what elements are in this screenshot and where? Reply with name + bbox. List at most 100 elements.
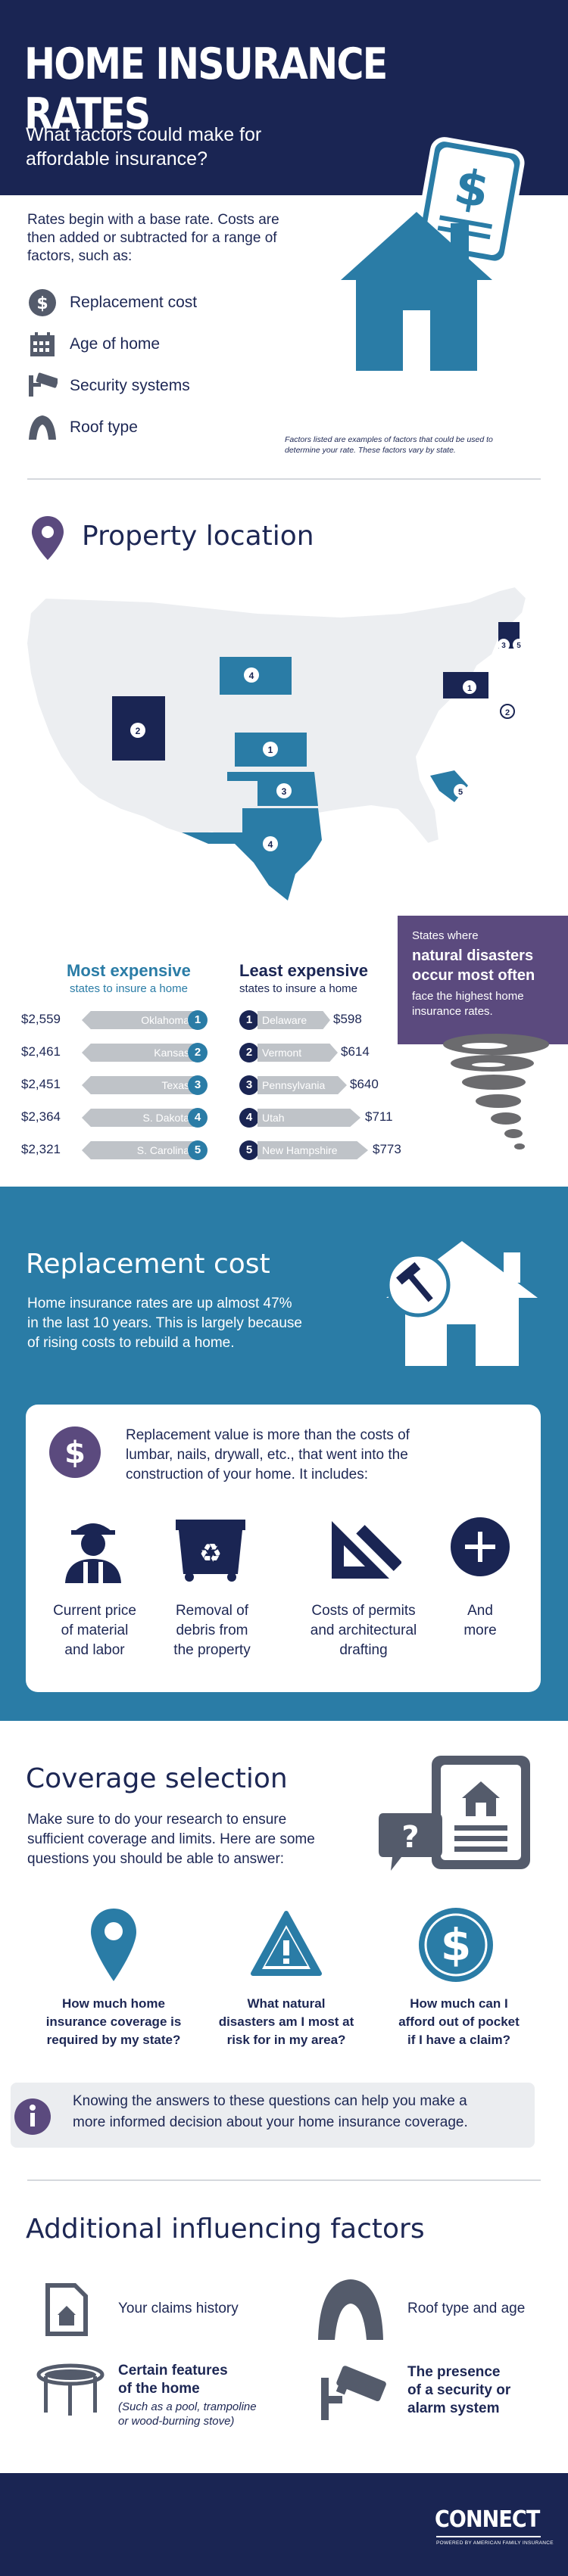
- worker-icon: [65, 1523, 121, 1583]
- security-label-2: of a security or: [407, 2382, 511, 2398]
- footer-banner: [0, 2473, 568, 2576]
- item-text: Current price: [53, 1603, 136, 1619]
- factor-label: Security systems: [70, 377, 190, 394]
- replacement-title: Replacement cost: [26, 1249, 270, 1280]
- svg-text:$: $: [64, 1436, 86, 1470]
- roof-icon: [318, 2279, 383, 2340]
- subtitle-line1: What factors could make for: [26, 124, 262, 145]
- logo-rule: [436, 2536, 541, 2537]
- rank-badge: 1: [188, 1010, 208, 1030]
- house-hammer-icon: [385, 1241, 538, 1366]
- most-expensive-title: Most expensive: [67, 961, 191, 980]
- house-rates-icon: $: [341, 137, 525, 371]
- item-text: and architectural: [310, 1622, 417, 1638]
- price: $773: [373, 1142, 401, 1156]
- state-name: Delaware: [262, 1014, 307, 1026]
- disaster-text-2: natural disasters: [412, 947, 534, 964]
- state-pill: Oklahoma: [82, 1011, 194, 1029]
- replacement-text-1: Home insurance rates are up almost 47%: [27, 1296, 292, 1311]
- map-state-texas: [182, 808, 322, 901]
- price: $2,451: [21, 1077, 61, 1091]
- features-label-1: Certain features: [118, 2363, 228, 2378]
- security-camera-icon: [29, 372, 58, 397]
- map-state-oklahoma: [227, 772, 318, 806]
- coverage-text-1: Make sure to do your research to ensure: [27, 1812, 287, 1828]
- rank-badge: 3: [188, 1075, 208, 1095]
- disaster-callout: [398, 916, 568, 1044]
- claims-history-label: Your claims history: [118, 2301, 239, 2316]
- state-pill: Kansas: [82, 1044, 194, 1062]
- intro-text-2: then added or subtracted for a range of: [27, 230, 277, 246]
- card-text-2: lumbar, nails, drywall, etc., that went …: [126, 1447, 408, 1463]
- disaster-text-5: insurance rates.: [412, 1005, 493, 1018]
- dollar-icon: $: [49, 1426, 101, 1478]
- security-label-3: alarm system: [407, 2400, 500, 2416]
- svg-text:?: ?: [401, 1820, 419, 1855]
- svg-text:$: $: [36, 294, 48, 313]
- security-camera-icon: [321, 2366, 386, 2420]
- map-label: 4: [268, 839, 273, 850]
- replacement-text-2: in the last 10 years. This is largely be…: [27, 1315, 302, 1331]
- security-label-1: The presence: [407, 2364, 501, 2380]
- item-text: drafting: [339, 1642, 388, 1658]
- state-name: Vermont: [262, 1047, 302, 1059]
- map-label: 2: [136, 726, 141, 736]
- least-expensive-sub: states to insure a home: [239, 982, 357, 995]
- svg-text:♻: ♻: [199, 1538, 222, 1569]
- rank-badge: 5: [239, 1140, 259, 1160]
- divider: [27, 2179, 541, 2181]
- document-question-icon: ?: [379, 1756, 530, 1871]
- price: $2,321: [21, 1142, 61, 1156]
- state-pill: Vermont: [257, 1044, 338, 1062]
- coverage-text-2: sufficient coverage and limits. Here are…: [27, 1831, 315, 1847]
- info-text-2: more informed decision about your home i…: [73, 2114, 468, 2130]
- trampoline-icon: [36, 2363, 105, 2416]
- subtitle-line2: affordable insurance?: [26, 148, 208, 170]
- features-label-2: of the home: [118, 2381, 200, 2397]
- item-text: debris from: [176, 1622, 248, 1638]
- us-map-land: [25, 585, 528, 879]
- divider: [27, 478, 541, 480]
- item-text: Removal of: [175, 1603, 249, 1619]
- item-text: Costs of permits: [311, 1603, 416, 1619]
- price: $640: [350, 1077, 379, 1091]
- rank-badge: 5: [188, 1140, 208, 1160]
- state-name: Utah: [262, 1112, 285, 1124]
- disaster-text-4: face the highest home: [412, 990, 524, 1003]
- claims-document-icon: [45, 2283, 88, 2336]
- intro-text-1: Rates begin with a base rate. Costs are: [27, 212, 279, 228]
- factor-label: Roof type: [70, 418, 138, 436]
- factor-roof-type: Roof type: [27, 412, 138, 443]
- state-pill: S. Carolina: [82, 1141, 194, 1159]
- rank-badge: 2: [188, 1043, 208, 1062]
- price: $614: [341, 1044, 370, 1059]
- state-pill: Pennsylvania: [257, 1076, 347, 1094]
- dollar-icon: $: [419, 1908, 493, 1982]
- rank-badge: 3: [239, 1075, 259, 1095]
- page-title: HOME INSURANCE RATES: [24, 39, 388, 139]
- least-expensive-title: Least expensive: [239, 961, 368, 980]
- state-name: S. Dakota: [142, 1112, 189, 1124]
- state-name: Texas: [161, 1079, 189, 1091]
- question-text: required by my state?: [46, 2033, 181, 2047]
- question-text: insurance coverage is: [45, 2014, 182, 2029]
- calendar-icon: [30, 332, 55, 356]
- price: $2,461: [21, 1044, 61, 1059]
- rank-badge: 1: [239, 1010, 259, 1030]
- info-banner: [11, 2083, 535, 2148]
- question-text: afford out of pocket: [398, 2014, 520, 2029]
- price: $2,364: [21, 1109, 61, 1124]
- state-pill: S. Dakota: [82, 1109, 194, 1127]
- factor-label: Replacement cost: [70, 294, 198, 311]
- state-pill: Utah: [257, 1109, 360, 1127]
- rank-badge: 4: [239, 1108, 259, 1128]
- map-label: 3: [501, 642, 506, 650]
- map-label: 5: [517, 642, 521, 650]
- svg-text:$: $: [441, 1919, 471, 1971]
- roof-icon: [29, 415, 56, 440]
- coverage-text-3: questions you should be able to answer:: [27, 1851, 285, 1867]
- map-label: 4: [249, 670, 254, 681]
- factor-label: Age of home: [70, 335, 161, 353]
- drafting-tools-icon: [332, 1521, 401, 1579]
- card-text-1: Replacement value is more than the costs…: [126, 1427, 410, 1443]
